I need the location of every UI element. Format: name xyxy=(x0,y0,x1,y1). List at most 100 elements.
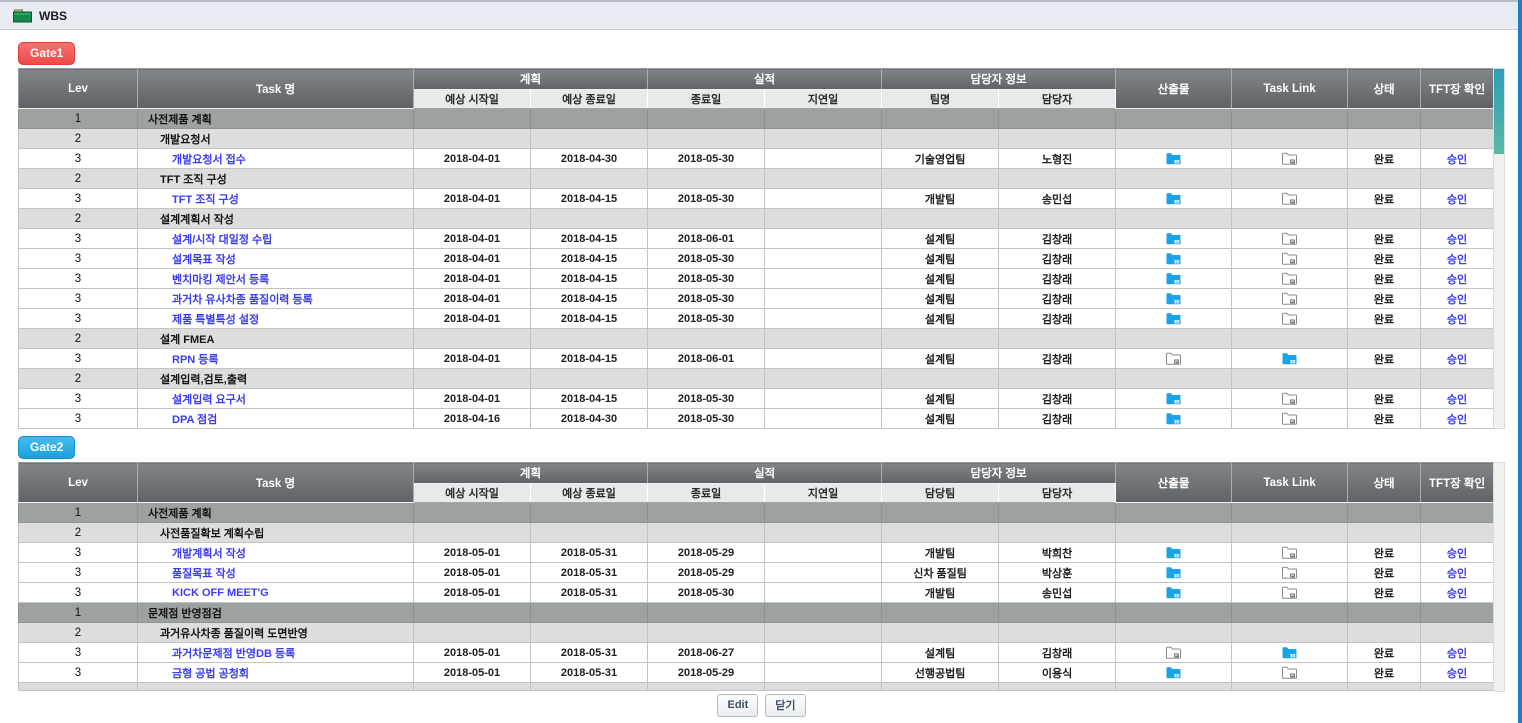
cell-actual-end: 2018-05-30 xyxy=(647,388,766,409)
approve-link[interactable]: 승인 xyxy=(1446,233,1468,246)
approve-link[interactable]: 승인 xyxy=(1446,547,1468,560)
folder-gray-icon[interactable] xyxy=(1282,566,1298,579)
folder-blue-icon[interactable] xyxy=(1282,646,1297,659)
cell-owner xyxy=(998,108,1117,129)
cell-tft-confirm: 승인 xyxy=(1420,188,1493,209)
cell-actual-end xyxy=(647,328,766,349)
folder-gray-icon[interactable] xyxy=(1282,192,1298,205)
cell-delay xyxy=(764,188,883,209)
approve-link[interactable]: 승인 xyxy=(1446,313,1468,326)
col-lev: Lev xyxy=(18,68,138,109)
approve-link[interactable]: 승인 xyxy=(1446,667,1468,680)
task-name-link[interactable]: 과거차 유사차종 품질이력 등록 xyxy=(172,293,313,306)
cell-task: 제품 특별특성 설정 xyxy=(137,308,414,329)
folder-gray-icon[interactable] xyxy=(1282,546,1298,559)
cell-actual-end: 2018-05-29 xyxy=(647,562,766,583)
folder-blue-icon[interactable] xyxy=(1166,412,1181,425)
folder-blue-icon[interactable] xyxy=(1166,312,1181,325)
folder-gray-icon[interactable] xyxy=(1282,232,1298,245)
task-name-link[interactable]: KICK OFF MEET'G xyxy=(172,586,269,599)
cell-status: 완료 xyxy=(1347,662,1422,683)
folder-gray-icon[interactable] xyxy=(1282,586,1298,599)
cell-task: 사전품질확보 계획수립 xyxy=(137,522,414,543)
cell-task-link xyxy=(1231,168,1349,189)
gate2-scrollbar[interactable] xyxy=(1493,462,1505,692)
approve-link[interactable]: 승인 xyxy=(1446,253,1468,266)
folder-gray-icon[interactable] xyxy=(1282,392,1298,405)
cell-status: 완료 xyxy=(1347,268,1422,289)
folder-gray-icon[interactable] xyxy=(1282,272,1298,285)
cell-status: 완료 xyxy=(1347,188,1422,209)
task-name-link[interactable]: DPA 점검 xyxy=(172,413,218,426)
task-name-link[interactable]: 개발요청서 접수 xyxy=(172,153,246,166)
folder-blue-icon[interactable] xyxy=(1166,292,1181,305)
gate1-scrollbar[interactable] xyxy=(1493,68,1505,429)
task-name-link[interactable]: 과거차문제점 반영DB 등록 xyxy=(172,647,296,660)
cell-actual-end: 2018-05-30 xyxy=(647,188,766,209)
cell-tft-confirm: 승인 xyxy=(1420,388,1493,409)
approve-link[interactable]: 승인 xyxy=(1446,293,1468,306)
task-name-link[interactable]: 품질목표 작성 xyxy=(172,567,236,580)
cell-task: 과거차 유사차종 품질이력 등록 xyxy=(137,288,414,309)
task-name-link[interactable]: 벤치마킹 제안서 등록 xyxy=(172,273,270,286)
cell-tft-confirm: 승인 xyxy=(1420,662,1493,683)
folder-gray-icon[interactable] xyxy=(1282,666,1298,679)
folder-blue-icon[interactable] xyxy=(1166,152,1181,165)
cell-lev: 3 xyxy=(18,288,138,309)
folder-gray-icon[interactable] xyxy=(1282,252,1298,265)
cell-actual-end xyxy=(647,622,766,643)
approve-link[interactable]: 승인 xyxy=(1446,647,1468,660)
folder-blue-icon[interactable] xyxy=(1282,352,1297,365)
cell-task: 설계 FMEA xyxy=(137,328,414,349)
folder-blue-icon[interactable] xyxy=(1166,272,1181,285)
task-name-link[interactable]: RPN 등록 xyxy=(172,353,219,366)
cell-delay xyxy=(764,662,883,683)
task-name-link[interactable]: 제품 특별특성 설정 xyxy=(172,313,260,326)
folder-gray-icon[interactable] xyxy=(1282,152,1298,165)
task-name-link[interactable]: 개발계획서 작성 xyxy=(172,547,246,560)
approve-link[interactable]: 승인 xyxy=(1446,413,1468,426)
folder-gray-icon[interactable] xyxy=(1282,412,1298,425)
task-name-link[interactable]: 설계/시작 대일정 수립 xyxy=(172,233,273,246)
approve-link[interactable]: 승인 xyxy=(1446,353,1468,366)
table-row: 2 설계계획서 작성 xyxy=(18,208,1493,229)
cell-actual-end: 2018-05-30 xyxy=(647,288,766,309)
folder-blue-icon[interactable] xyxy=(1166,392,1181,405)
folder-blue-icon[interactable] xyxy=(1166,586,1181,599)
folder-blue-icon[interactable] xyxy=(1166,546,1181,559)
col-group-owner-info: 담당자 정보 xyxy=(881,462,1117,484)
close-button[interactable]: 닫기 xyxy=(765,694,806,717)
approve-link[interactable]: 승인 xyxy=(1446,567,1468,580)
cell-delay xyxy=(764,408,883,429)
folder-gray-icon[interactable] xyxy=(1282,312,1298,325)
approve-link[interactable]: 승인 xyxy=(1446,393,1468,406)
approve-link[interactable]: 승인 xyxy=(1446,193,1468,206)
cell-team: 기술영업팀 xyxy=(881,148,1000,169)
folder-gray-icon[interactable] xyxy=(1282,292,1298,305)
approve-link[interactable]: 승인 xyxy=(1446,153,1468,166)
task-name-link[interactable]: 설계목표 작성 xyxy=(172,253,236,266)
cell-team xyxy=(881,602,1000,623)
folder-blue-icon[interactable] xyxy=(1166,192,1181,205)
approve-link[interactable]: 승인 xyxy=(1446,273,1468,286)
task-name-link[interactable]: 설계입력 요구서 xyxy=(172,393,246,406)
task-name-link[interactable]: TFT 조직 구성 xyxy=(172,193,239,206)
folder-gray-icon[interactable] xyxy=(1166,646,1182,659)
cell-plan-end xyxy=(529,128,649,149)
cell-tft-confirm xyxy=(1420,208,1493,229)
cell-delay xyxy=(764,368,883,389)
folder-blue-icon[interactable] xyxy=(1166,252,1181,265)
scrollbar-thumb[interactable] xyxy=(1494,69,1504,154)
gate1-badge: Gate1 xyxy=(18,42,76,65)
edit-button[interactable]: Edit xyxy=(717,694,759,717)
folder-blue-icon[interactable] xyxy=(1166,232,1181,245)
col-team: 담당팀 xyxy=(881,483,1000,503)
footer-buttons: Edit 닫기 xyxy=(18,694,1505,717)
folder-blue-icon[interactable] xyxy=(1166,666,1181,679)
cell-tft-confirm: 승인 xyxy=(1420,248,1493,269)
task-name-link[interactable]: 금형 공법 공청회 xyxy=(172,667,249,680)
folder-gray-icon[interactable] xyxy=(1166,352,1182,365)
folder-blue-icon[interactable] xyxy=(1166,566,1181,579)
cell-deliverable xyxy=(1115,408,1233,429)
approve-link[interactable]: 승인 xyxy=(1446,587,1468,600)
